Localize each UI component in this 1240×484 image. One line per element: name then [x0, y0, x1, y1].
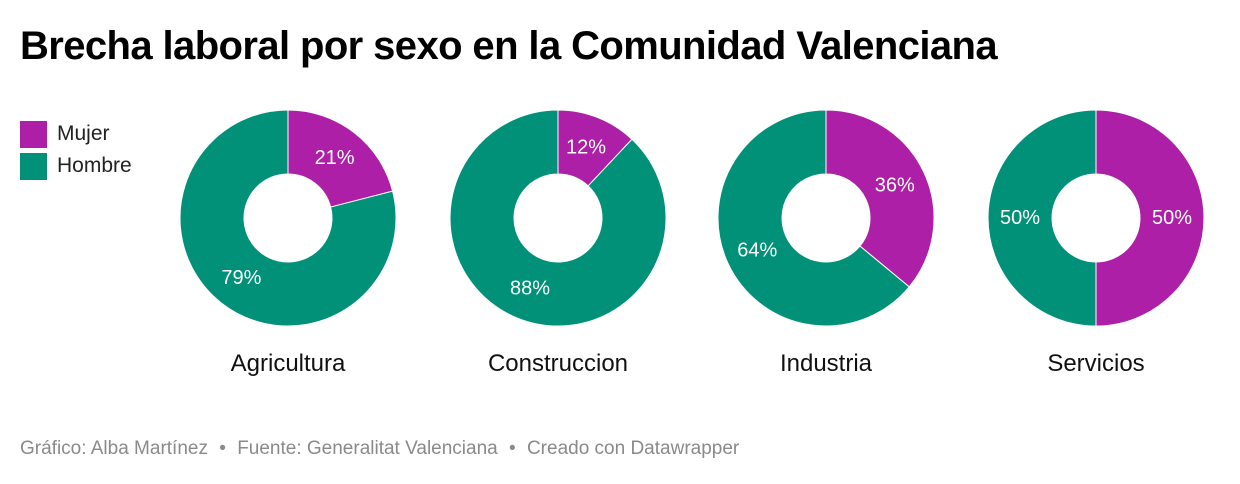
data-label-construccion-hombre: 88%: [510, 278, 550, 300]
category-label-industria: Industria: [780, 350, 873, 377]
footer: Gráfico: Alba Martínez • Fuente: General…: [20, 438, 739, 460]
donut-agricultura: 21% 79% Agricultura: [179, 109, 397, 377]
slice-industria-hombre: [717, 109, 910, 327]
data-label-servicios-hombre: 50%: [1000, 207, 1040, 229]
data-label-servicios-mujer: 50%: [1152, 207, 1192, 229]
footer-source: Fuente: Generalitat Valenciana: [237, 438, 498, 459]
category-label-servicios: Servicios: [1047, 350, 1144, 377]
slice-agricultura-hombre: [179, 109, 397, 327]
footer-tool: Creado con Datawrapper: [526, 438, 740, 459]
donut-servicios: 50% 50% Servicios: [987, 109, 1205, 377]
legend-label-hombre: Hombre: [57, 154, 132, 177]
legend: Mujer Hombre: [20, 118, 132, 182]
slice-construccion-hombre: [449, 109, 667, 327]
legend-swatch-mujer: [20, 120, 47, 148]
slice-agricultura-mujer: [287, 109, 394, 208]
donut-industria: 36% 64% Industria: [717, 109, 935, 377]
legend-swatch-hombre: [20, 152, 47, 180]
donut-construccion: 12% 88% Construccion: [449, 109, 667, 377]
slice-servicios-mujer: [1095, 109, 1205, 327]
footer-separator: •: [219, 438, 226, 459]
category-label-agricultura: Agricultura: [231, 350, 346, 377]
chart-title: Brecha laboral por sexo en la Comunidad …: [20, 24, 998, 68]
legend-label-mujer: Mujer: [57, 122, 110, 145]
footer-credit: Gráfico: Alba Martínez: [20, 438, 208, 459]
data-label-agricultura-mujer: 21%: [315, 147, 355, 169]
category-label-construccion: Construccion: [488, 350, 628, 377]
legend-item-hombre: Hombre: [20, 150, 132, 182]
slice-servicios-hombre: [987, 109, 1097, 327]
slice-industria-mujer: [825, 109, 935, 288]
data-label-industria-hombre: 64%: [737, 239, 777, 261]
footer-separator: •: [509, 438, 516, 459]
legend-item-mujer: Mujer: [20, 118, 132, 150]
data-label-agricultura-hombre: 79%: [221, 267, 261, 289]
data-label-industria-mujer: 36%: [875, 175, 915, 197]
data-label-construccion-mujer: 12%: [566, 136, 606, 158]
donut-charts: 21% 79% Agricultura 12% 88% Construccion 36% 64…: [179, 109, 1205, 377]
